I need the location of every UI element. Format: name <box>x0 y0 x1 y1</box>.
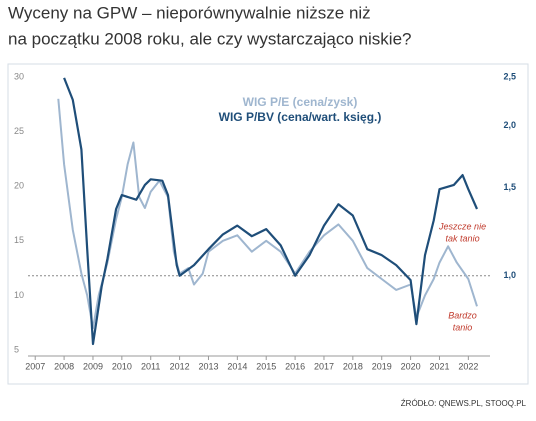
chart-frame <box>7 63 529 385</box>
chart-title: na początku 2008 roku, ale czy wystarcza… <box>8 29 411 48</box>
y-tick-label: 30 <box>14 71 24 81</box>
y2-tick-label: 1,0 <box>503 270 516 280</box>
x-tick-label: 2017 <box>314 361 334 371</box>
y-tick-label: 15 <box>14 235 24 245</box>
x-tick-label: 2019 <box>372 361 392 371</box>
annotation: Bardzo <box>448 311 477 321</box>
x-tick-label: 2008 <box>54 361 74 371</box>
annotation: Jeszcze nie <box>438 222 486 232</box>
y-tick-label: 10 <box>14 290 24 300</box>
annotation: tanio <box>453 323 473 333</box>
x-tick-label: 2021 <box>429 361 449 371</box>
x-tick-label: 2010 <box>112 361 132 371</box>
y-tick-label: 20 <box>14 181 24 191</box>
y2-tick-label: 1,5 <box>503 182 516 192</box>
legend-label: WIG P/E (cena/zysk) <box>243 95 358 109</box>
x-tick-label: 2013 <box>198 361 218 371</box>
y-tick-label: 5 <box>14 344 19 354</box>
y-tick-label: 25 <box>14 126 24 136</box>
x-tick-label: 2014 <box>227 361 247 371</box>
y2-tick-label: 2,0 <box>503 120 516 130</box>
x-tick-label: 2011 <box>141 361 160 371</box>
x-tick-label: 2020 <box>401 361 421 371</box>
x-tick-label: 2016 <box>285 361 305 371</box>
series-line <box>63 77 479 346</box>
x-tick-label: 2009 <box>83 361 103 371</box>
x-tick-label: 2018 <box>343 361 363 371</box>
x-tick-label: 2015 <box>256 361 276 371</box>
series-line <box>57 98 478 330</box>
x-tick-label: 2012 <box>170 361 190 371</box>
x-tick-label: 2022 <box>458 361 478 371</box>
legend-label: WIG P/BV (cena/wart. księg.) <box>219 110 382 124</box>
source: ŹRÓDŁO: QNEWS.PL, STOOQ.PL <box>401 399 527 408</box>
x-tick-label: 2007 <box>25 361 45 371</box>
annotation: tak tanio <box>446 234 480 244</box>
chart-title: Wyceny na GPW – nieporównywalnie niższe … <box>8 3 371 22</box>
y2-tick-label: 2,5 <box>503 71 516 81</box>
